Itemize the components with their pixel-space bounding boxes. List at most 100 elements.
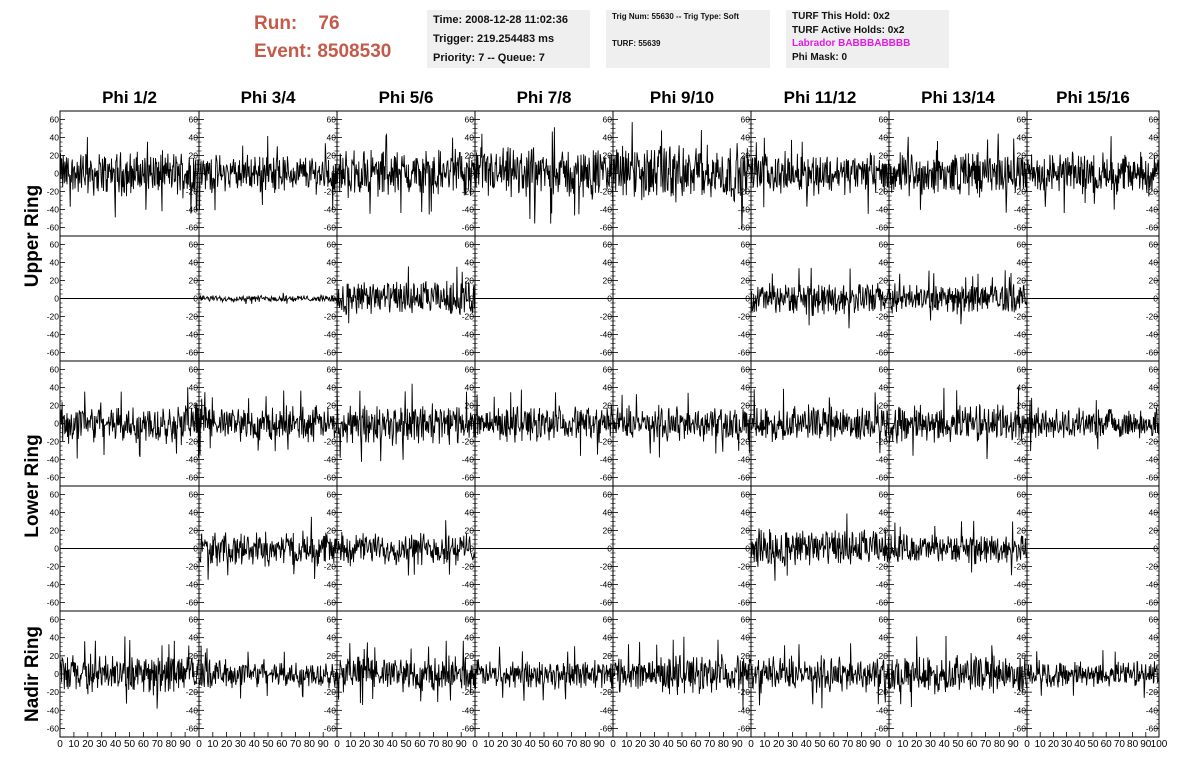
y-tick-label: -40 <box>1014 455 1027 465</box>
y-tick-label: -60 <box>738 348 751 358</box>
y-tick-label: 40 <box>1149 133 1159 143</box>
y-tick-label: -20 <box>1146 562 1159 572</box>
x-tick-label: 30 <box>649 739 661 750</box>
y-tick-label: 20 <box>741 401 751 411</box>
y-tick-label: 20 <box>879 401 889 411</box>
y-tick-label: -40 <box>324 580 337 590</box>
y-tick-label: 60 <box>189 615 199 625</box>
y-tick-label: 40 <box>50 633 60 643</box>
y-tick-label: -20 <box>47 437 60 447</box>
y-tick-label: -40 <box>1146 455 1159 465</box>
y-tick-label: -40 <box>600 205 613 215</box>
waveform-trace <box>198 645 338 699</box>
y-tick-label: -20 <box>738 562 751 572</box>
y-tick-label: -20 <box>186 312 199 322</box>
x-tick-label: 60 <box>552 739 564 750</box>
y-tick-label: 60 <box>1149 490 1159 500</box>
y-tick-label: -20 <box>47 562 60 572</box>
y-tick-label: -20 <box>600 437 613 447</box>
waveform-trace <box>474 127 614 224</box>
y-tick-label: 0 <box>331 419 336 429</box>
y-tick-label: 0 <box>54 294 59 304</box>
y-tick-label: 40 <box>465 133 475 143</box>
y-tick-label: 60 <box>465 115 475 125</box>
y-tick-label: -20 <box>186 562 199 572</box>
run-label: Run: <box>254 13 298 34</box>
y-tick-label: -60 <box>876 473 889 483</box>
y-tick-label: -20 <box>1146 437 1159 447</box>
y-tick-label: -60 <box>738 598 751 608</box>
y-tick-label: -60 <box>1146 473 1159 483</box>
y-tick-label: 20 <box>603 401 613 411</box>
y-tick-label: -40 <box>600 580 613 590</box>
y-tick-label: -40 <box>324 455 337 465</box>
y-tick-label: 40 <box>327 633 337 643</box>
y-tick-label: -20 <box>876 312 889 322</box>
x-tick-label: 10 <box>345 739 357 750</box>
x-tick-label: 0 <box>196 739 202 750</box>
x-tick-label: 60 <box>414 739 426 750</box>
y-tick-label: -40 <box>600 330 613 340</box>
x-tick-label: 20 <box>911 739 923 750</box>
y-tick-label: 20 <box>1149 276 1159 286</box>
y-tick-label: -60 <box>47 223 60 233</box>
y-tick-label: 40 <box>603 258 613 268</box>
column-header: Phi 7/8 <box>517 88 572 107</box>
y-tick-label: 60 <box>465 490 475 500</box>
y-tick-label: 60 <box>603 115 613 125</box>
y-tick-label: 20 <box>741 526 751 536</box>
x-tick-label: 60 <box>966 739 978 750</box>
x-tick-label: 20 <box>82 739 94 750</box>
y-tick-label: -20 <box>738 312 751 322</box>
x-tick-label: 40 <box>939 739 951 750</box>
y-tick-label: 0 <box>745 169 750 179</box>
x-tick-label: 40 <box>801 739 813 750</box>
y-tick-label: 0 <box>1153 669 1158 679</box>
y-tick-label: -60 <box>1014 348 1027 358</box>
y-tick-label: 60 <box>1017 240 1027 250</box>
y-tick-label: 60 <box>603 240 613 250</box>
y-tick-label: 20 <box>1149 151 1159 161</box>
y-tick-label: 0 <box>1021 544 1026 554</box>
y-tick-label: 40 <box>189 633 199 643</box>
y-tick-label: 0 <box>1153 169 1158 179</box>
y-tick-label: -60 <box>1146 598 1159 608</box>
x-tick-label: 40 <box>387 739 399 750</box>
y-tick-label: 60 <box>1017 365 1027 375</box>
y-tick-label: -40 <box>324 330 337 340</box>
waveform-trace <box>888 133 1028 213</box>
y-tick-label: -40 <box>47 330 60 340</box>
y-tick-label: 60 <box>50 115 60 125</box>
y-tick-label: -20 <box>324 187 337 197</box>
y-tick-label: 20 <box>741 151 751 161</box>
x-tick-label: 20 <box>221 739 233 750</box>
y-tick-label: -40 <box>186 455 199 465</box>
y-tick-label: 60 <box>327 365 337 375</box>
x-tick-label: 10 <box>759 739 771 750</box>
y-tick-label: -20 <box>1014 187 1027 197</box>
x-tick-label: 10 <box>207 739 219 750</box>
y-tick-label: -40 <box>1014 205 1027 215</box>
y-tick-label: -40 <box>738 455 751 465</box>
event-value: 8508530 <box>317 41 392 62</box>
x-tick-label: 40 <box>663 739 675 750</box>
y-tick-label: 40 <box>1149 633 1159 643</box>
waveform-trace <box>888 386 1028 460</box>
y-tick-label: -40 <box>1014 330 1027 340</box>
turf-info-box: TURF This Hold: 0x2 TURF Active Holds: 0… <box>786 10 949 68</box>
x-tick-label: 40 <box>1074 739 1086 750</box>
column-header: Phi 3/4 <box>241 88 296 107</box>
y-tick-label: 0 <box>607 294 612 304</box>
y-tick-label: -60 <box>876 223 889 233</box>
y-tick-label: 20 <box>50 526 60 536</box>
y-tick-label: 20 <box>189 526 199 536</box>
y-tick-label: 20 <box>603 526 613 536</box>
waveform-trace <box>336 132 476 215</box>
y-tick-label: -20 <box>47 187 60 197</box>
y-tick-label: -20 <box>462 687 475 697</box>
y-tick-label: 60 <box>327 115 337 125</box>
waveform-panel <box>888 110 1028 237</box>
y-tick-label: 60 <box>327 490 337 500</box>
waveform-trace <box>336 520 476 576</box>
